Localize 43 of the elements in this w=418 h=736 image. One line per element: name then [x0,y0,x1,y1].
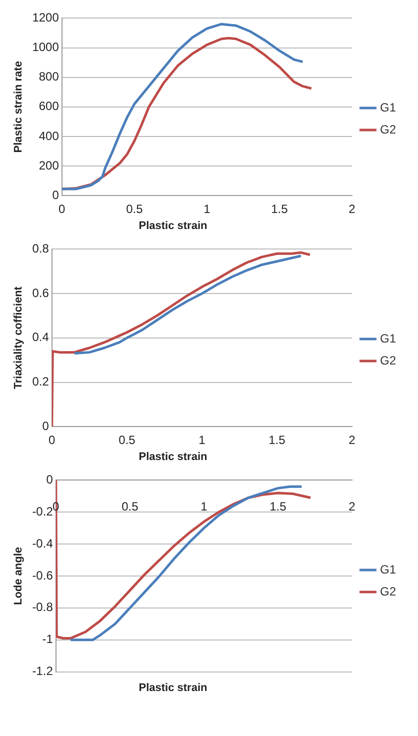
y-axis-title: Triaxiality cofficient [12,286,25,390]
y-tick-label: 0.4 [32,330,50,344]
x-tick-label: 2 [348,202,356,216]
x-tick-label: 2 [348,433,356,448]
y-tick-label: -0.8 [32,600,54,614]
legend-label: G1 [380,562,396,576]
y-tick-label: 1200 [32,10,60,25]
x-axis-title: Plastic strain [138,451,208,465]
y-tick-label: 0 [52,188,60,202]
y-tick-label: 0 [46,472,54,487]
legend-label: G2 [380,584,396,598]
x-axis-title: Plastic strain [138,220,208,234]
x-tick-label: 1.5 [268,433,286,448]
y-tick-label: -1.2 [32,664,54,678]
y-tick-label: 0 [42,418,50,433]
legend-label: G1 [380,331,396,346]
x-tick-label: 0.5 [118,433,136,448]
y-tick-label: 400 [38,128,60,143]
x-tick-label: 2 [348,500,356,514]
y-tick-label: 800 [38,70,60,84]
y-tick-label: 0.8 [32,242,50,256]
x-axis-title: Plastic strain [138,682,208,696]
x-tick-label: 1 [198,433,206,448]
x-tick-label: 1.5 [271,202,288,216]
legend-label: G2 [380,353,396,368]
y-tick-label: -0.6 [32,568,54,582]
y-tick-label: 200 [38,158,60,172]
x-tick-label: 1 [200,500,208,514]
y-tick-label: 0.6 [32,286,50,300]
y-tick-label: -1 [42,632,54,646]
y-axis-title: Lode angle [12,546,25,606]
x-tick-label: 0.5 [126,202,144,216]
y-tick-label: 1000 [32,40,60,54]
y-tick-label: 0.2 [32,374,50,389]
y-tick-label: -0.4 [32,536,54,550]
y-tick-label: 600 [38,99,60,114]
x-tick-label: 0.5 [122,500,139,514]
y-axis-title: Plastic strain rate [12,61,25,153]
legend-label: G2 [380,122,396,136]
x-tick-label: 1.5 [270,500,287,514]
x-tick-label: 1 [204,202,211,216]
y-tick-label: -0.2 [32,504,54,518]
legend-label: G1 [380,100,396,114]
